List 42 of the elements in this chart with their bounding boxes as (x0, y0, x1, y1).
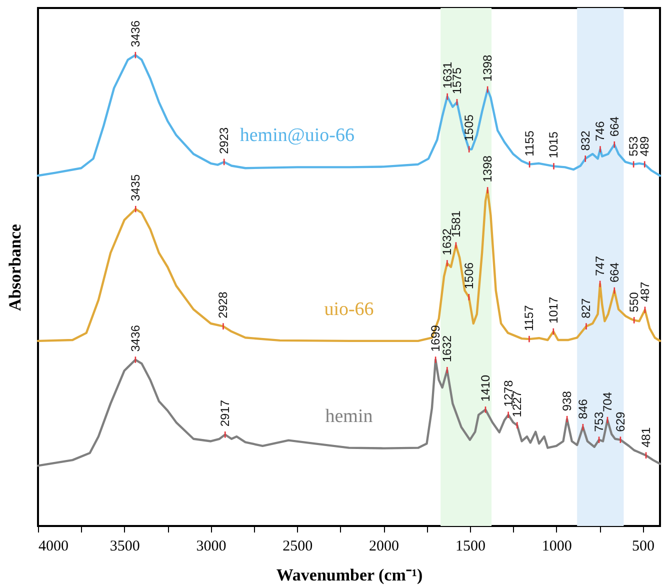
annotation: 1155 (522, 130, 537, 156)
annotation: 1398 (480, 155, 495, 182)
x-tick-label: 1000 (542, 538, 572, 554)
annotation: 827 (579, 298, 594, 318)
x-axis-title: Wavenumber (cm⁻¹) (276, 566, 423, 584)
x-tick-label: 3500 (110, 538, 140, 554)
annotation: 3436 (128, 324, 142, 352)
annotation: 3436 (128, 20, 142, 48)
annotation: 1398 (480, 54, 495, 82)
x-tick-label: 1500 (455, 538, 486, 554)
x-tick-label: 4000 (38, 538, 68, 554)
annotation: 704 (600, 392, 614, 412)
annotation: 938 (560, 390, 574, 412)
annotation: 629 (613, 411, 628, 432)
x-tick-label: 3000 (196, 538, 226, 554)
annotation: 1699 (428, 324, 443, 352)
annotation: 1015 (546, 131, 561, 158)
annotation: 2928 (216, 291, 230, 318)
x-tick-label: 500 (632, 538, 654, 554)
annotation: 2917 (218, 400, 232, 427)
annotation: 1017 (546, 296, 560, 324)
annotation: 1506 (462, 262, 476, 290)
annotation: 2923 (217, 126, 232, 154)
annotation: 1505 (462, 114, 476, 142)
annotation: 1410 (478, 374, 492, 402)
y-axis-title: Absorbance (6, 224, 24, 311)
series-label: hemin (325, 406, 374, 427)
series-label: uio-66 (324, 298, 374, 320)
annotation: 664 (607, 116, 622, 137)
annotation: 664 (607, 262, 622, 283)
annotation: 832 (578, 130, 592, 151)
annotation: 481 (639, 427, 654, 448)
annotation: 747 (593, 256, 608, 276)
series-label: hemin@uio-66 (240, 125, 354, 146)
annotation: 753 (592, 411, 606, 432)
x-tick-label: 2500 (282, 538, 313, 554)
x-tick-label: 2000 (369, 538, 400, 554)
annotation: 1157 (522, 304, 536, 332)
annotation: 1632 (440, 335, 454, 362)
annotation: 3435 (128, 174, 143, 202)
annotation: 846 (576, 398, 590, 420)
annotation: 746 (593, 120, 608, 142)
